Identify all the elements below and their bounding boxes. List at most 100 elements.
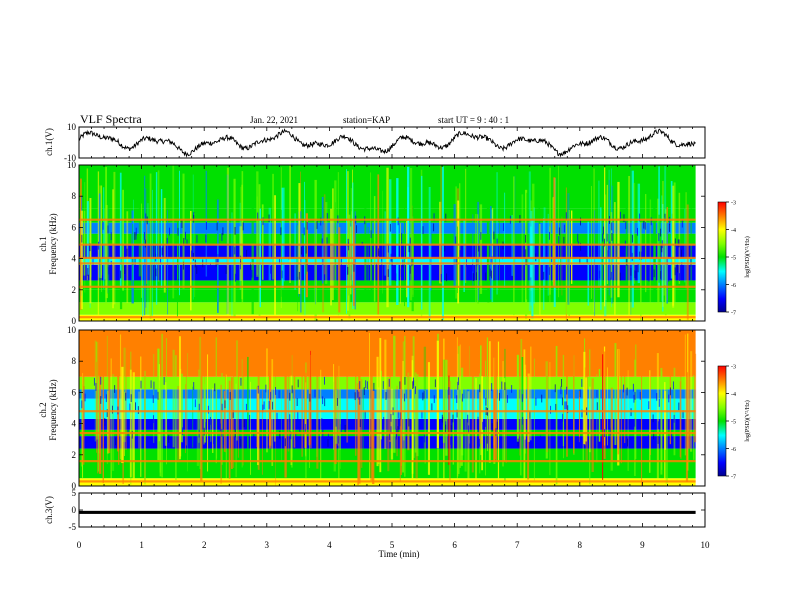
ch2-spectrogram-streak [369,361,372,448]
colorbar-ch1-tick-label: -4 [731,228,736,234]
ch2-spectrogram-streak [132,372,135,482]
ch2-spectrogram-dropout [209,416,211,425]
ch2-spectrogram-streak [649,362,652,456]
ch1-spectrogram-dropout [160,255,162,264]
ch2-spectrogram-streak [339,377,341,450]
ch2-spectrogram-dropout [224,400,226,409]
ch1-spectrogram-streak [673,182,676,315]
ch1-spectrogram-dropout [650,217,652,226]
ch2-spectrogram-streak [523,349,526,486]
ch1-spectrogram-streak [441,166,444,320]
ch2-spectrogram-dropout [383,416,385,425]
ch1-spectrogram-dropout [184,231,186,240]
ch2-spectrogram-streak [110,358,112,484]
ch2-spectrogram-line-emission [79,431,696,435]
ch2-spectrogram-dropout [336,398,338,406]
ch1-spectrogram-dropout [340,257,342,266]
ch2-spectrogram-streak [192,386,194,448]
ch1-spectrogram-dropout [681,261,683,270]
ch2-spectrogram-streak [516,354,519,442]
ch2-spectrogram-streak [250,381,251,475]
ch2-spectrogram-dropout [588,419,590,428]
ch2-spectrogram-dropout [304,424,306,432]
ch1-spectrogram-dropout [401,232,403,241]
ch1-spectrogram-dropout [580,242,582,251]
ch2-spectrogram-dropout [205,422,207,430]
ch1-spectrogram-dropout [375,262,377,271]
ch2-spectrogram-streak [228,380,231,479]
ch1-spectrogram-dropout [490,270,492,279]
ch1-spectrogram-streak [663,217,665,296]
ch1-spectrogram-streak [479,204,483,294]
ch1-spectrogram-dropout [455,257,457,265]
ch2-spectrogram-streak [396,385,398,457]
ch1-spectrogram-streak [304,181,305,303]
ch1-spectrogram-dropout [436,269,438,278]
ch1-spectrogram-streak [529,226,532,278]
ch1-spectrogram-streak [601,165,604,289]
ch1-spectrogram-dropout [348,242,350,251]
ch1-spectrogram-dropout [409,237,411,246]
ch2-spectrogram-dropout [478,438,480,447]
ch1-spectrogram-dropout [87,268,89,276]
ch1-spectrogram-streak [521,194,524,314]
ch1-spectrogram-dropout [577,233,579,242]
ch2-spectrogram-streak [96,341,99,440]
ch1-spectrogram-streak [637,183,641,284]
ch2-spectrogram-dropout [678,402,680,411]
ch1-spectrogram-streak [531,220,534,319]
ch1-spectrogram-dropout [409,265,411,274]
ch2-spectrogram-streak [247,356,249,477]
ch2-spectrogram-dropout [105,394,107,403]
ch1-spectrogram-streak [289,165,291,283]
ch2-spectrogram-streak [94,340,97,442]
ch1-spectrogram-dropout [205,221,207,230]
ch2-spectrogram-streak [400,356,402,475]
ch1-spectrogram-dropout [395,273,397,282]
time-tick-label: 5 [390,540,395,550]
ch1-spectrogram-dropout [459,250,461,258]
ch1-spectrogram-dropout [626,257,628,266]
ch1-spectrogram-dropout [370,230,372,239]
colorbar-ch1-tick-label: -3 [731,201,736,207]
ch1-spectrogram-dropout [355,225,357,233]
ch1-spectrogram-streak [299,211,302,313]
ch1-spectrogram-dropout [89,243,91,252]
ch1-spectrogram-streak [132,199,134,281]
ch1-spectrogram-dropout [190,250,192,259]
ch1-spectrogram-dropout [246,249,248,258]
time-tick-label: 2 [202,540,207,550]
ch2-spectrogram-streak [545,361,548,459]
ch1-spectrogram-streak [190,210,192,311]
ch3-voltage-axis-label: ch.3(V) [44,496,54,524]
ch2-spectrogram-dropout [373,382,375,391]
ch1-spectrogram-dropout [634,270,636,279]
ch1-spectrogram-dropout [209,262,211,271]
ch2-spectrogram-dropout [535,397,537,406]
ch2-spectrogram-streak [196,382,200,466]
ch1-spectrogram-streak [404,171,405,307]
ch1-spectrogram-dropout [391,258,393,266]
ch2-spectrogram-streak [362,387,364,464]
ch2-spectrogram-line-emission [79,460,696,463]
ch1-spectrogram-dropout [444,243,446,252]
ch1-spectrogram-dropout [124,266,126,274]
ch1-spectrogram-streak [297,225,299,277]
ch1-spectrogram-dropout [472,273,474,281]
ch2-spectrogram-dropout [240,377,242,386]
ch2-spectrogram-streak [164,382,168,446]
ch2-spectrogram-streak [393,335,396,453]
ch1-spectrogram-streak [346,169,347,314]
ch1-spectrogram-dropout [669,216,671,225]
ch1-spectrogram-dropout [496,238,498,247]
ch2-spectrogram-dropout [337,435,339,444]
ch2-spectrogram-dropout [567,405,569,414]
ch2-spectrogram-dropout [657,421,659,430]
ch2-spectrogram-dropout [522,416,524,425]
ch2-spectrogram-dropout [93,377,95,386]
ch2-spectrogram-streak [669,372,672,445]
ch1-spectrogram-streak [459,183,461,288]
ch1-spectrogram-streak [321,196,324,284]
ch1-spectrogram-dropout [563,224,565,233]
ch1-spectrogram-dropout [623,214,625,223]
